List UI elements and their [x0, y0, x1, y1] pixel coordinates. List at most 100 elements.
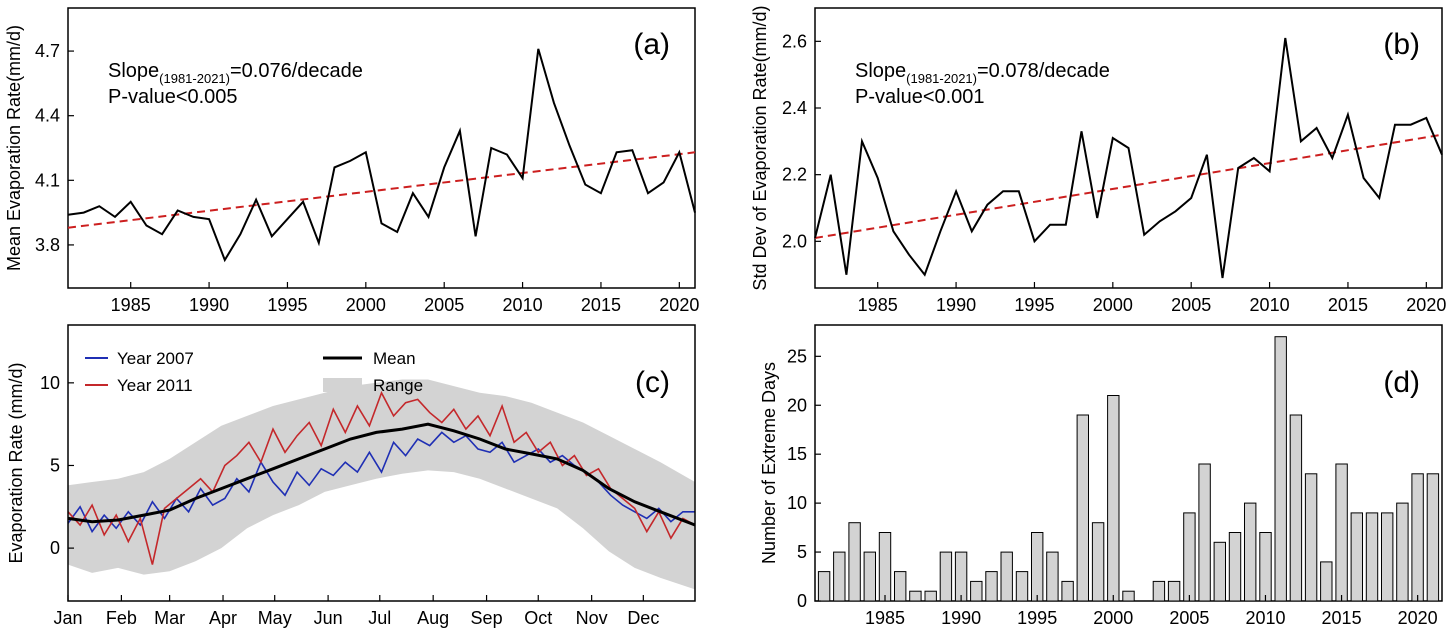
- bar-2014: [1320, 561, 1333, 602]
- panel-b-xtick-label: 1985: [858, 295, 898, 315]
- panel-c-xtick-label: Mar: [154, 608, 185, 628]
- panel-b-ytick-label: 2.0: [782, 231, 807, 251]
- panel-a-ytick-label: 4.1: [35, 170, 60, 190]
- panel-d-ytick-label: 15: [787, 444, 807, 464]
- bar-1995: [1031, 532, 1044, 602]
- bar-2016: [1350, 512, 1363, 602]
- panel-a-xtick-label: 1990: [189, 295, 229, 315]
- bar-2019: [1396, 502, 1409, 602]
- bar-1997: [1061, 580, 1074, 602]
- bar-2001: [1122, 590, 1135, 602]
- bar-2017: [1365, 512, 1379, 602]
- bar-2006: [1198, 463, 1211, 602]
- bar-2004: [1167, 580, 1181, 602]
- panel-c-xtick-label: Aug: [417, 608, 449, 628]
- panel-c-xtick-label: Jun: [314, 608, 343, 628]
- panel-c-frame: [67, 324, 696, 602]
- bar-2008: [1228, 532, 1242, 602]
- panel-d-ytick-label: 20: [787, 395, 807, 415]
- panel-c-xtick-label: Sep: [471, 608, 503, 628]
- panel-a-xtick-label: 2000: [346, 295, 386, 315]
- panel-b-xtick-label: 2005: [1171, 295, 1211, 315]
- bar-2018: [1381, 512, 1394, 602]
- panel-c-xtick-label: May: [258, 608, 292, 628]
- panel-b-slope-annotation: Slope(1981-2021)=0.078/decade: [855, 60, 1110, 86]
- panel-c-ticks: 0 5 10 Jan Feb Mar Apr May Jun Jul Aug Sep Oct Nov Dec: [40, 373, 659, 628]
- bar-1984: [863, 551, 876, 602]
- panel-b-label: (b): [1383, 28, 1420, 61]
- panel-a-slope-annotation: Slope(1981-2021)=0.076/decade: [108, 60, 363, 86]
- panel-d-xtick-label: 2005: [1169, 608, 1209, 628]
- panel-a: Mean Evaporation Rate(mm/d) (a) Slope(19…: [4, 7, 699, 315]
- bar-1990: [954, 551, 968, 602]
- bar-1989: [939, 551, 953, 602]
- panel-d-label: (d): [1383, 366, 1420, 399]
- panel-a-xtick-label: 1985: [111, 295, 151, 315]
- legend-label-year-2007: Year 2007: [117, 349, 194, 368]
- bar-1981: [817, 571, 831, 602]
- panel-a-pvalue: P-value<0.005: [108, 86, 238, 108]
- legend-swatch-range: [323, 378, 362, 392]
- panel-d: Number of Extreme Days (d) 0 5 10 15 20 25 198…: [759, 324, 1443, 628]
- panel-a-series-line: [67, 48, 696, 263]
- legend-label-mean: Mean: [373, 349, 416, 368]
- bar-2003: [1152, 580, 1166, 602]
- panel-c-year-2011-line: [67, 390, 696, 565]
- bar-1986: [894, 571, 907, 602]
- panel-a-frame: [67, 7, 696, 289]
- bar-1988: [924, 590, 937, 602]
- panel-b: Std Dev of Evaporation Rate(mm/d) (b) Sl…: [750, 5, 1446, 315]
- panel-c-xtick-label: Dec: [627, 608, 659, 628]
- panel-d-bars: [817, 336, 1440, 602]
- bar-1987: [909, 590, 922, 602]
- panel-c-xtick-label: Oct: [524, 608, 552, 628]
- panel-b-xtick-label: 2000: [1093, 295, 1133, 315]
- panel-a-ylabel: Mean Evaporation Rate(mm/d): [4, 25, 24, 271]
- panel-d-ytick-label: 25: [787, 346, 807, 366]
- panel-b-ytick-label: 2.2: [782, 165, 807, 185]
- bar-1994: [1015, 571, 1029, 602]
- panel-d-xtick-label: 1990: [941, 608, 981, 628]
- panel-a-ytick-label: 3.8: [35, 235, 60, 255]
- bar-2015: [1335, 463, 1348, 602]
- bar-1992: [985, 571, 998, 602]
- panel-d-frame: [814, 324, 1443, 602]
- panel-b-xtick-label: 2020: [1406, 295, 1446, 315]
- panel-d-xtick-label: 1985: [865, 608, 905, 628]
- bar-2005: [1183, 512, 1196, 602]
- panel-d-ytick-label: 10: [787, 493, 807, 513]
- bar-1999: [1091, 522, 1105, 602]
- panel-a-trend-line: [67, 151, 696, 229]
- panel-c-xtick-label: Jul: [368, 608, 391, 628]
- panel-b-xtick-label: 2015: [1328, 295, 1368, 315]
- panel-b-ticks: 2.0 2.2 2.4 2.6 1985 1990 1995 2000 2005 2010 2015…: [782, 31, 1446, 315]
- panel-c-mean-line: [67, 422, 696, 527]
- panel-c-xtick-label: Nov: [576, 608, 608, 628]
- panel-d-xtick-label: 2010: [1245, 608, 1285, 628]
- bar-2009: [1244, 502, 1257, 602]
- panel-c-range-band: [68, 379, 695, 590]
- bar-1993: [1000, 551, 1013, 602]
- bar-2020: [1411, 473, 1424, 602]
- bar-2007: [1213, 541, 1226, 602]
- panel-a-ticks: 3.8 4.1 4.4 4.7 1985 1990 1995 2000 2005 2010 2015…: [35, 41, 699, 315]
- bar-2013: [1304, 473, 1318, 602]
- panel-b-pvalue: P-value<0.001: [855, 86, 985, 108]
- panel-c-xtick-label: Feb: [106, 608, 137, 628]
- panel-b-series-line: [814, 37, 1443, 279]
- panel-d-xtick-label: 2000: [1093, 608, 1133, 628]
- panel-a-xtick-label: 2005: [424, 295, 464, 315]
- legend-label-range: Range: [373, 376, 423, 395]
- bar-1996: [1046, 551, 1059, 602]
- panel-b-frame: [814, 7, 1443, 289]
- bar-1982: [833, 551, 846, 602]
- panel-d-xtick-label: 1995: [1017, 608, 1057, 628]
- bar-2021: [1426, 473, 1440, 602]
- panel-c-ytick-label: 5: [50, 455, 60, 475]
- panel-a-xtick-label: 2015: [581, 295, 621, 315]
- panel-a-xtick-label: 2010: [503, 295, 543, 315]
- bar-1998: [1076, 414, 1089, 602]
- bar-2010: [1259, 532, 1272, 602]
- panel-b-ylabel: Std Dev of Evaporation Rate(mm/d): [750, 5, 770, 290]
- panel-c-ytick-label: 0: [50, 538, 60, 558]
